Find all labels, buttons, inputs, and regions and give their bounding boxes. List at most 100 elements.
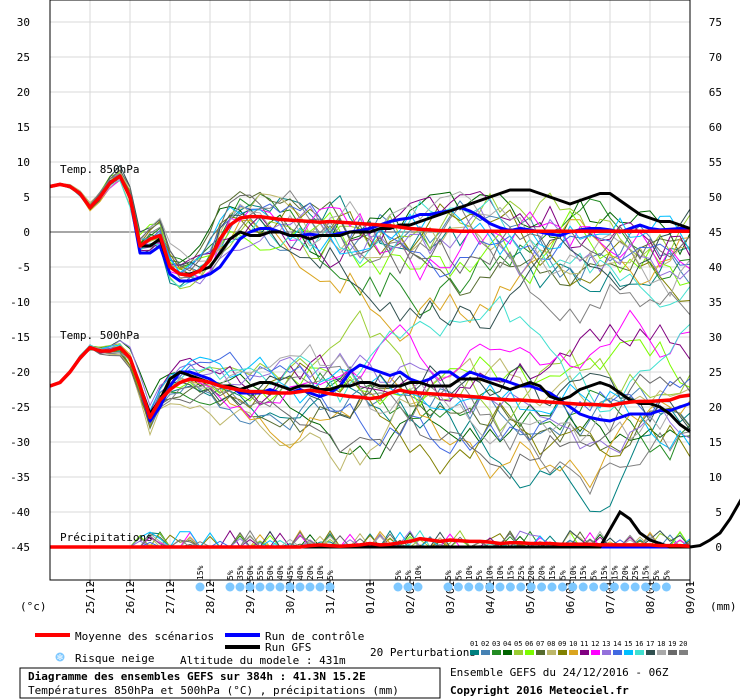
left-tick-label: -40 [10, 506, 30, 519]
perturbation-id-label: 03 [492, 640, 500, 648]
legend-perturbations-label: 20 Perturbations [370, 646, 476, 659]
perturbation-id-label: 08 [547, 640, 555, 648]
t500-panel-label: Temp. 500hPa [60, 329, 139, 342]
perturbation-t850-line [49, 177, 691, 293]
snow-risk-label: 5% [662, 570, 671, 580]
perturbation-id-label: 12 [591, 640, 599, 648]
snowflake-icon [315, 582, 325, 592]
snow-risk-label: 20% [621, 565, 630, 580]
perturbation-swatch [624, 650, 633, 655]
perturbation-id-label: 16 [635, 640, 643, 648]
legend-altitude-label: Altitude du modele : 431m [180, 654, 346, 667]
snow-risk-label: 50% [246, 565, 255, 580]
perturbation-id-label: 18 [657, 640, 665, 648]
left-tick-label: -20 [10, 366, 30, 379]
perturbation-id-label: 11 [580, 640, 588, 648]
x-tick-label: 09/01 [684, 581, 697, 614]
snow-risk-label: 20% [538, 565, 547, 580]
perturbation-id-label: 19 [668, 640, 676, 648]
snow-risk-label: 20% [306, 565, 315, 580]
legend-control-label: Run de contrôle [265, 630, 364, 643]
snowflake-icon [609, 582, 619, 592]
perturbation-id-label: 06 [525, 640, 533, 648]
perturbation-t850-line [49, 164, 691, 330]
snow-risk-label: 5% [226, 570, 235, 580]
perturbation-t850-line [49, 177, 691, 298]
right-tick-label: 15 [709, 436, 722, 449]
snowflake-icon [195, 582, 205, 592]
snowflake-icon [495, 582, 505, 592]
snow-risk-label: 10% [569, 565, 578, 580]
right-tick-label: 60 [709, 121, 722, 134]
perturbation-swatch [668, 650, 677, 655]
snowflake-icon [245, 582, 255, 592]
snow-risk-label: 5% [475, 570, 484, 580]
snow-risk-label: 35% [236, 565, 245, 580]
right-tick-label: 30 [709, 331, 722, 344]
snow-risk-label: 20% [527, 565, 536, 580]
snow-risk-label: 50% [266, 565, 275, 580]
perturbation-swatch [635, 650, 644, 655]
snow-risk-label: 10% [486, 565, 495, 580]
x-tick-label: 01/01 [364, 581, 377, 614]
right-tick-label: 25 [709, 366, 722, 379]
left-tick-label: 0 [23, 226, 30, 239]
snowflake-icon [443, 582, 453, 592]
x-tick-label: 28/12 [204, 581, 217, 614]
snowflake-icon [651, 582, 661, 592]
svg-text:✻: ✻ [57, 653, 64, 662]
perturbation-swatch [679, 650, 688, 655]
perturbation-t850-line [49, 169, 691, 275]
t850-panel-label: Temp. 850hPa [60, 163, 139, 176]
right-tick-label: 70 [709, 51, 722, 64]
legend: Moyenne des scénarios Run de contrôle Ru… [35, 630, 688, 667]
snowflake-icon [485, 582, 495, 592]
perturbation-swatch [580, 650, 589, 655]
snowflake-icon [275, 582, 285, 592]
snow-risk-label: 5% [394, 570, 403, 580]
snow-risk-label: 15% [506, 565, 515, 580]
perturbation-swatch [514, 650, 523, 655]
snow-risk-label: 25% [517, 565, 526, 580]
snowflake-icon [474, 582, 484, 592]
right-tick-label: 0 [715, 541, 722, 554]
snow-risk-label: 5% [326, 570, 335, 580]
perturbation-swatch [492, 650, 501, 655]
perturbation-id-label: 05 [514, 640, 522, 648]
series-2-t850-line [49, 174, 691, 276]
snowflake-icon [393, 582, 403, 592]
perturbation-id-label: 07 [536, 640, 544, 648]
snowflake-icon [568, 582, 578, 592]
right-tick-label: 45 [709, 226, 722, 239]
snowflake-icon [557, 582, 567, 592]
right-tick-label: 5 [715, 506, 722, 519]
perturbation-t500-line [49, 339, 691, 460]
snowflake-icon [589, 582, 599, 592]
perturbation-swatch [547, 650, 556, 655]
snow-risk-row: 15% 5% 35% 50% 55% 50% 40% 45% 40% 20% 10% 5% 5% 5% 10… [195, 565, 671, 592]
snow-risk-label: 15% [600, 565, 609, 580]
snowflake-icon [453, 582, 463, 592]
perturbation-id-label: 17 [646, 640, 654, 648]
snowflake-icon [620, 582, 630, 592]
snowflake-icon [464, 582, 474, 592]
left-tick-label: -30 [10, 436, 30, 449]
snowflake-icon [413, 582, 423, 592]
snowflake-icon [325, 582, 335, 592]
snow-risk-label: 40% [296, 565, 305, 580]
snowflake-icon [641, 582, 651, 592]
perturbation-id-label: 15 [624, 640, 632, 648]
perturbation-t500-line [49, 340, 691, 454]
footer-run-label: Ensemble GEFS du 24/12/2016 - 06Z [450, 666, 669, 679]
perturbation-swatch [470, 650, 479, 655]
perturbation-swatch [558, 650, 567, 655]
main-series-lines [49, 174, 740, 549]
perturbation-id-label: 09 [558, 640, 566, 648]
series-1-t850-line [49, 174, 690, 283]
snow-risk-label: 15% [196, 565, 205, 580]
snow-risk-label: 10% [316, 565, 325, 580]
snowflake-icon [295, 582, 305, 592]
snow-risk-label: 5% [404, 570, 413, 580]
perturbation-id-label: 20 [679, 640, 687, 648]
